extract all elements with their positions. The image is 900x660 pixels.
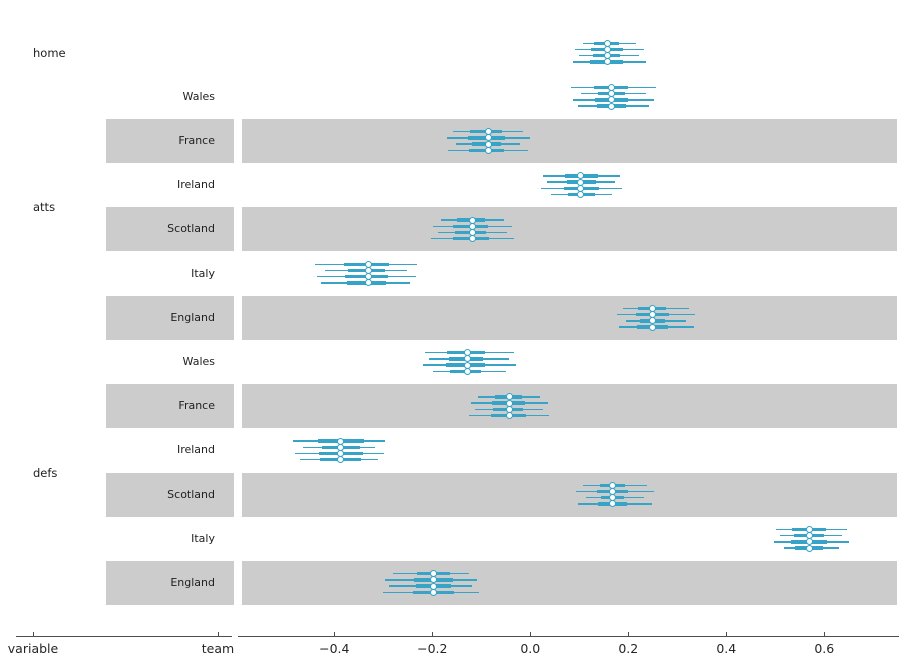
team-label: Wales xyxy=(182,89,215,103)
point-estimate-marker xyxy=(805,544,813,552)
x-axis-tick xyxy=(824,631,826,636)
team-label: Italy xyxy=(191,266,215,280)
x-axis-tick xyxy=(726,631,728,636)
point-estimate-marker xyxy=(336,456,344,464)
point-estimate-marker xyxy=(429,588,437,596)
x-axis-tick-label: 0.4 xyxy=(716,640,737,656)
label-axis-line xyxy=(16,635,232,637)
value-axis-line xyxy=(238,635,899,637)
point-estimate-marker xyxy=(603,58,611,66)
label-axis-label: team xyxy=(201,640,235,656)
label-axis-label: variable xyxy=(7,640,59,656)
point-estimate-marker xyxy=(364,279,372,287)
row-shading-band xyxy=(106,472,234,517)
row-shading-band xyxy=(242,384,897,429)
row-shading-band xyxy=(242,560,897,606)
point-estimate-marker xyxy=(648,323,656,331)
team-label: England xyxy=(170,310,215,324)
row-shading-band xyxy=(242,118,897,164)
x-axis-tick-label: −0.4 xyxy=(319,640,350,656)
team-label: Ireland xyxy=(176,178,215,192)
row-shading-band xyxy=(106,118,234,164)
team-label: France xyxy=(178,134,215,147)
row-shading-band xyxy=(242,207,897,252)
x-axis-tick xyxy=(432,631,434,636)
x-axis-tick-label: 0.0 xyxy=(520,640,541,656)
x-axis-tick-label: 0.2 xyxy=(618,640,639,656)
row-shading-band xyxy=(242,472,897,517)
row-shading-band xyxy=(106,384,234,429)
label-axis-tick xyxy=(33,631,35,636)
team-label: Wales xyxy=(182,355,215,368)
point-estimate-marker xyxy=(505,412,513,419)
point-estimate-marker xyxy=(463,367,471,375)
row-shading-band xyxy=(242,295,897,340)
team-label: England xyxy=(170,576,215,589)
label-axis-tick xyxy=(218,631,220,636)
variable-label: defs xyxy=(33,465,58,480)
variable-label: home xyxy=(33,45,66,60)
point-estimate-marker xyxy=(608,500,616,508)
team-label: France xyxy=(178,399,215,413)
row-shading-band xyxy=(106,560,234,606)
team-label: Scotland xyxy=(167,487,215,501)
point-estimate-marker xyxy=(607,102,615,110)
variable-label: atts xyxy=(33,200,56,215)
x-axis-tick xyxy=(628,631,630,636)
point-estimate-marker xyxy=(577,191,585,198)
x-axis-tick xyxy=(530,631,532,636)
point-estimate-marker xyxy=(484,146,492,154)
team-label: Scotland xyxy=(167,222,215,236)
x-axis-tick-label: 0.6 xyxy=(814,640,835,656)
point-estimate-marker xyxy=(468,235,476,243)
x-axis-tick xyxy=(334,631,336,636)
team-label: Ireland xyxy=(176,443,215,457)
x-axis-tick-label: −0.2 xyxy=(417,640,448,656)
row-shading-band xyxy=(106,207,234,252)
row-shading-band xyxy=(106,295,234,340)
team-label: Italy xyxy=(191,531,215,545)
